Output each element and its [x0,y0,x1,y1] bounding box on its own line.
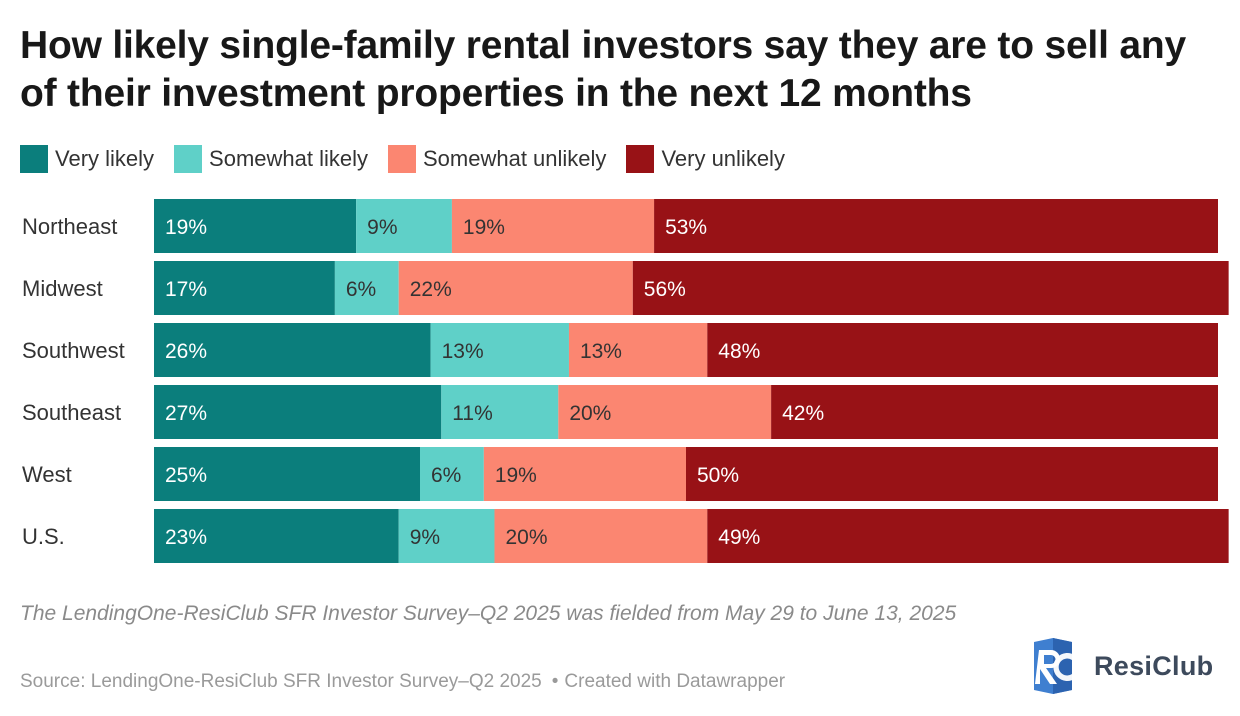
bar-segment [154,447,420,501]
bar-segment [154,509,399,563]
data-label: 19% [495,464,537,487]
legend-label: Somewhat unlikely [423,146,607,171]
bar-segment [686,447,1218,501]
data-label: 27% [165,402,207,425]
legend-item-somewhat-likely: Somewhat likely [174,145,368,173]
data-label: 9% [410,526,440,549]
bar-segment [451,199,655,253]
data-label: 19% [165,216,207,239]
chart-legend: Very likely Somewhat likely Somewhat unl… [20,144,805,174]
legend-swatch [626,145,655,173]
bar-segment [558,385,772,439]
legend-item-somewhat-unlikely: Somewhat unlikely [388,145,606,173]
legend-swatch [388,145,416,173]
data-label: 56% [644,278,686,301]
data-label: 20% [505,526,547,549]
resiclub-logo: ResiClub [1024,636,1213,696]
data-label: 22% [410,278,452,301]
resiclub-logo-text: ResiClub [1094,650,1214,681]
category-label: Southwest [22,338,125,363]
data-label: 49% [718,526,760,549]
category-label: Midwest [22,276,103,301]
bar-segment [632,261,1229,315]
bar-segment [334,261,399,315]
bar-segment [654,199,1218,253]
data-label: 50% [697,464,739,487]
bar-segment [441,385,559,439]
source-text: Source: LendingOne-ResiClub SFR Investor… [20,671,542,692]
bar-segment [494,509,708,563]
data-label: 23% [165,526,207,549]
bar-segment [568,323,708,377]
legend-label: Somewhat likely [209,146,368,171]
bar-segment [154,261,335,315]
legend-label: Very likely [55,146,155,171]
data-label: 19% [463,216,505,239]
legend-item-very-unlikely: Very unlikely [626,145,785,173]
bar-segment [154,385,442,439]
legend-swatch [174,145,203,173]
data-label: 17% [165,278,207,301]
bar-segment [707,509,1229,563]
source-separator: • [551,671,559,692]
data-label: 20% [569,402,611,425]
datawrapper-credit: Created with Datawrapper [564,671,786,692]
legend-item-very-likely: Very likely [20,145,154,173]
legend-label: Very unlikely [661,146,785,171]
category-label: U.S. [22,524,65,549]
bar-segment [154,199,357,253]
bar-segment [398,509,495,563]
data-label: 13% [442,340,484,363]
bar-segment [356,199,452,253]
resiclub-logo-icon [1034,638,1076,694]
bar-segment [771,385,1218,439]
data-label: 6% [346,278,376,301]
bar-segment [707,323,1218,377]
legend-swatch [20,145,48,173]
bar-segment [398,261,633,315]
data-label: 42% [782,402,824,425]
data-label: 9% [367,216,397,239]
data-label: 48% [718,340,760,363]
stacked-bar-chart: Northeast 19% 9% 19% 53% Midwest 17% 6% 22% 56% So… [22,199,1229,563]
data-label: 13% [580,340,622,363]
bar-segment [430,323,569,377]
chart-source: Source: LendingOne-ResiClub SFR Investor… [20,671,785,693]
bar-segment [420,447,484,501]
category-label: Northeast [22,214,117,239]
bar-segment [483,447,686,501]
chart-title: How likely single-family rental investor… [20,24,1186,115]
data-label: 53% [665,216,707,239]
data-label: 6% [431,464,461,487]
bar-segment [154,323,431,377]
data-label: 25% [165,464,207,487]
chart-footnote: The LendingOne-ResiClub SFR Investor Sur… [20,602,957,625]
data-label: 11% [452,402,492,425]
category-label: West [22,462,72,487]
category-label: Southeast [22,400,121,425]
data-label: 26% [165,340,207,363]
